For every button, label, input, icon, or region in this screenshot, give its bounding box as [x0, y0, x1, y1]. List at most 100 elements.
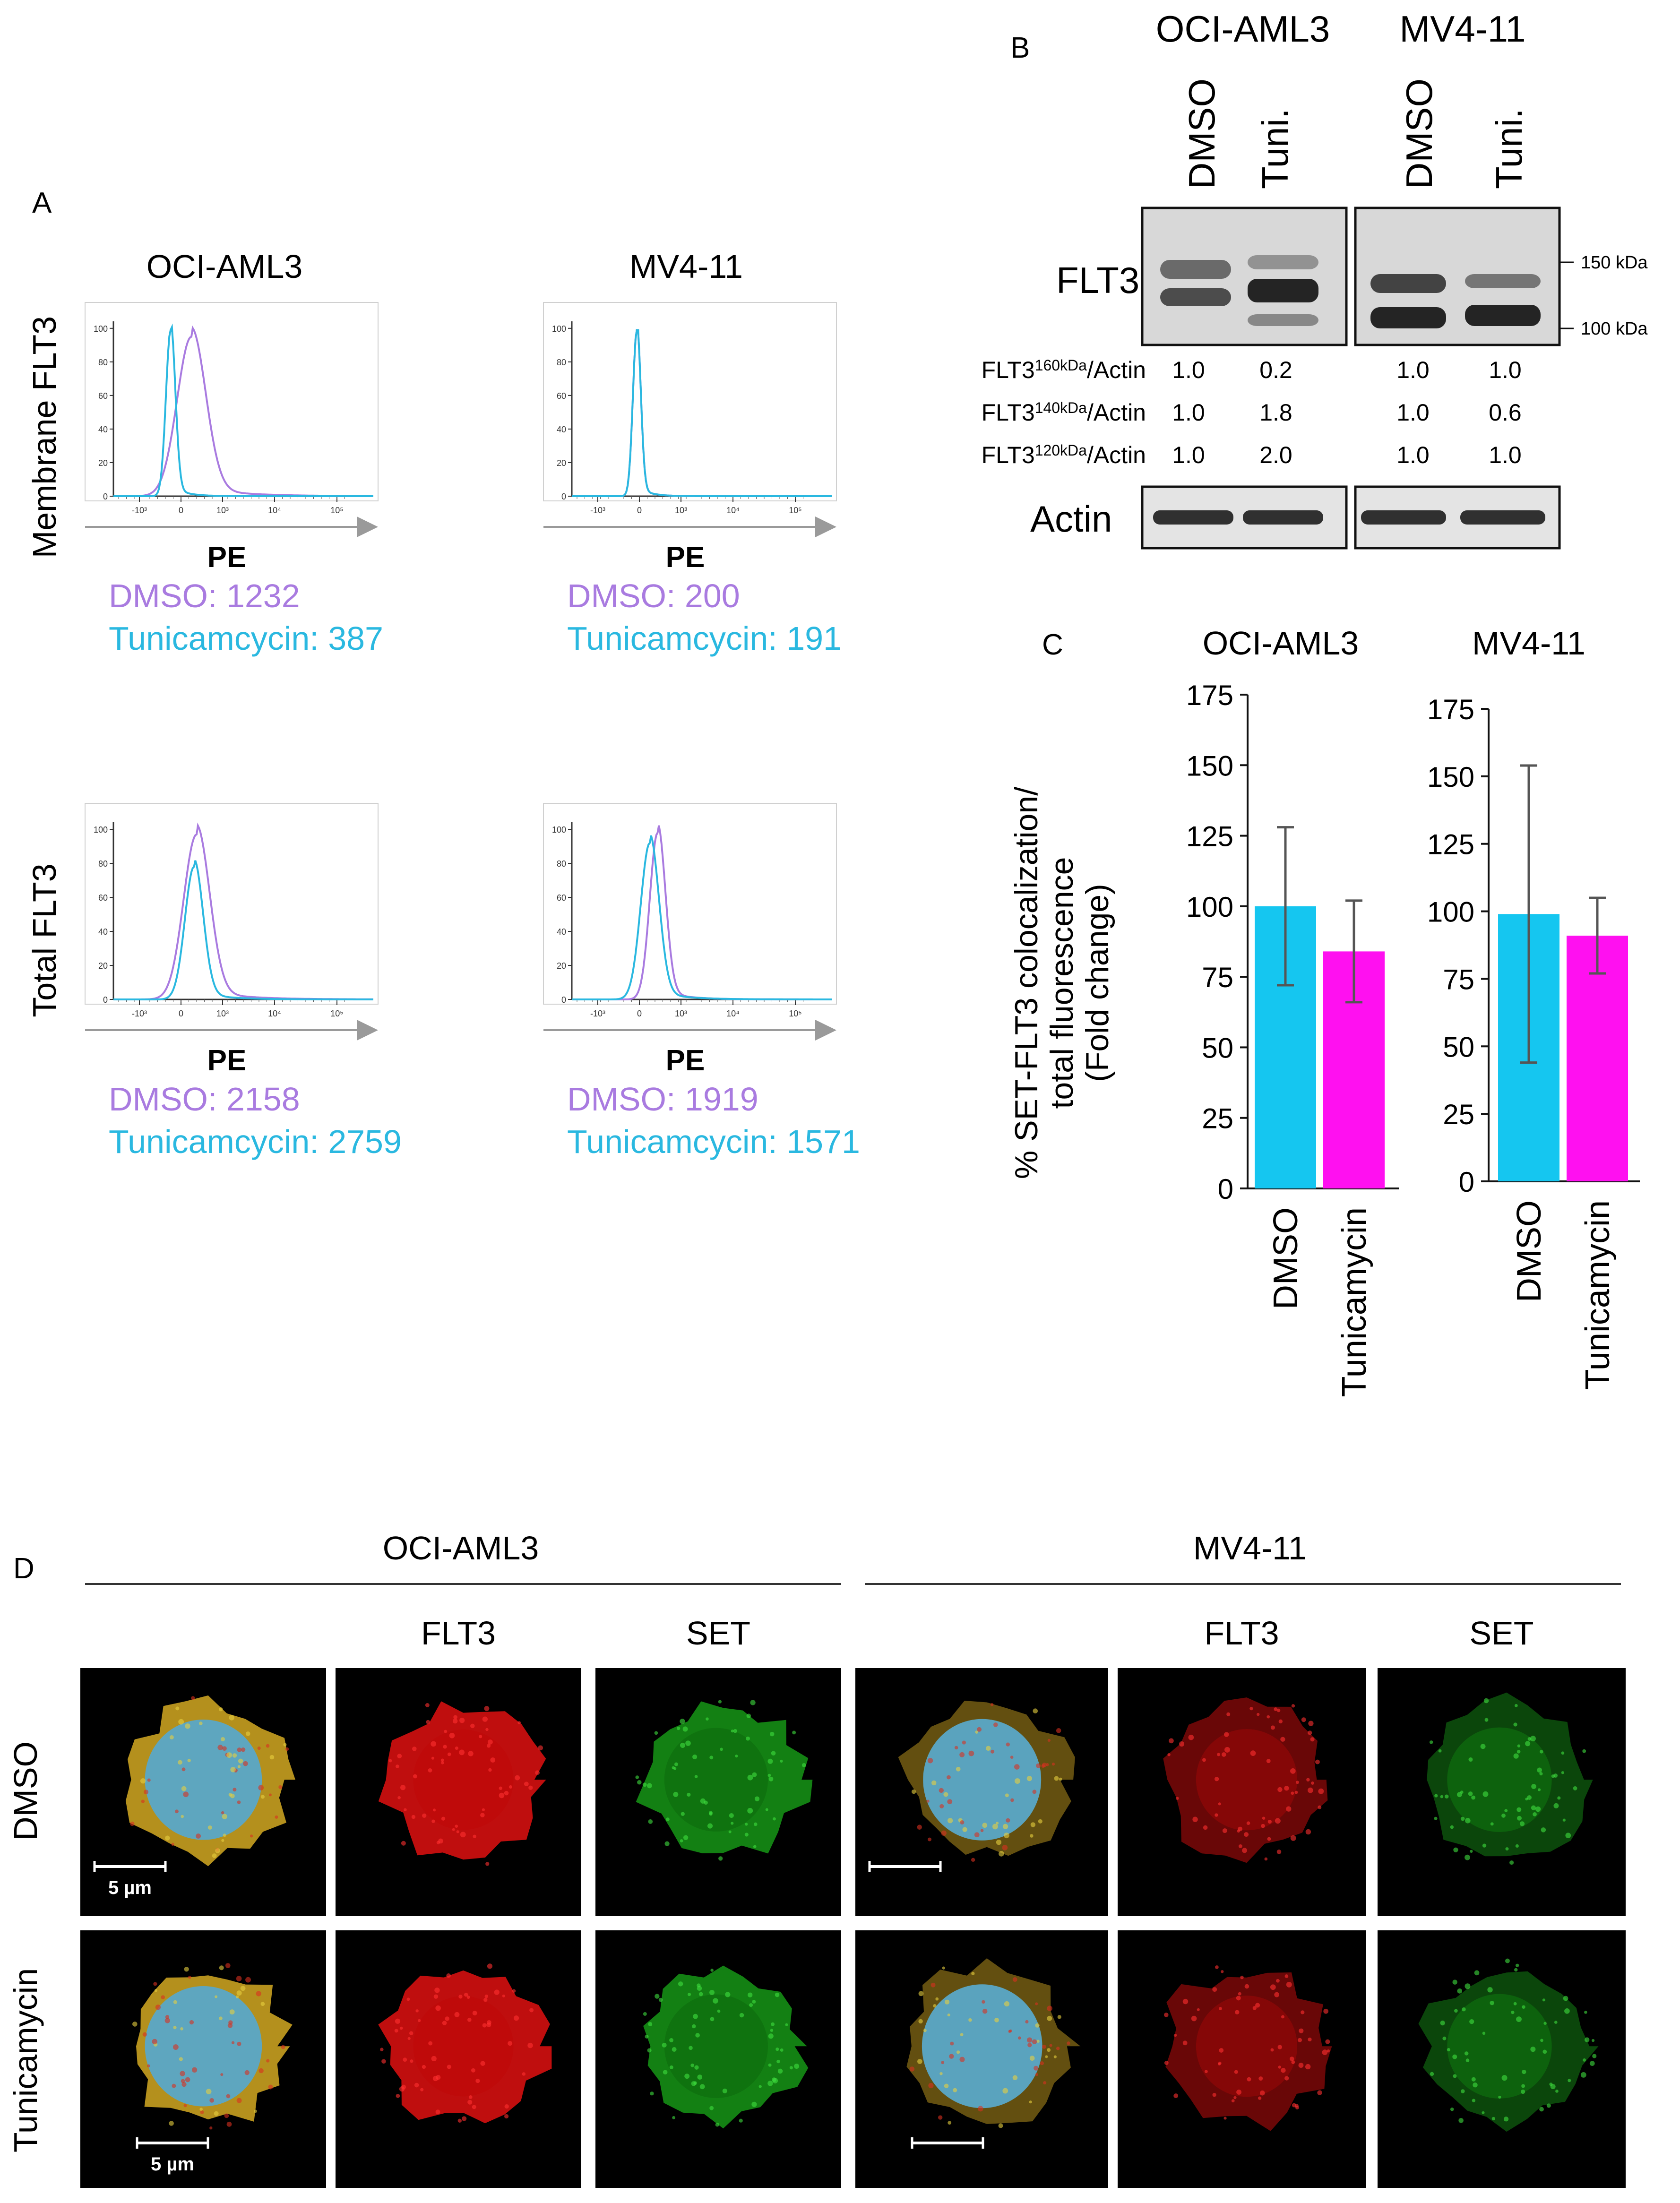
- y-tick-label: 60: [98, 893, 108, 903]
- fluorescence-speckle: [411, 1815, 416, 1819]
- fluorescence-speckle: [918, 2019, 923, 2024]
- fluorescence-speckle: [230, 1793, 235, 1799]
- dmso-histogram-line: [113, 822, 373, 1000]
- fluorescence-speckle: [1191, 2015, 1197, 2022]
- fluorescence-speckle: [483, 1997, 488, 2002]
- fluorescence-speckle: [642, 1782, 647, 1787]
- fluorescence-speckle: [152, 2039, 158, 2045]
- fluorescence-speckle: [648, 2022, 653, 2026]
- fluorescence-speckle: [1307, 1730, 1312, 1735]
- fluorescence-speckle: [1295, 2105, 1299, 2109]
- fluorescence-speckle: [237, 1765, 241, 1768]
- fluorescence-speckle: [1274, 1992, 1280, 1997]
- fluorescence-speckle: [381, 2059, 386, 2064]
- fluorescence-speckle: [183, 2104, 187, 2108]
- fluorescence-speckle: [181, 1815, 184, 1818]
- fluorescence-speckle: [1244, 1984, 1249, 1989]
- fluorescence-speckle: [169, 1735, 174, 1739]
- fluorescence-speckle: [706, 1717, 709, 1721]
- fluorescence-speckle: [917, 2059, 922, 2064]
- mfi-dmso-label: DMSO: 2158: [109, 1081, 300, 1118]
- column-title-mv4-11: MV4-11: [629, 248, 743, 285]
- fluorescence-speckle: [1032, 1790, 1037, 1794]
- fluorescence-speckle: [1182, 1998, 1189, 2005]
- fluorescence-speckle: [1468, 1791, 1473, 1796]
- scale-bar-label: 5 µm: [151, 2154, 194, 2175]
- fluorescence-speckle: [692, 1754, 698, 1759]
- fluorescence-speckle: [1514, 1968, 1518, 1972]
- cell-line-oci-aml3: OCI-AML3: [1156, 8, 1330, 50]
- fluorescence-speckle: [406, 1997, 410, 2001]
- y-tick-label: 0: [561, 995, 566, 1005]
- fluorescence-speckle: [1059, 1777, 1062, 1781]
- blot-band: [1160, 260, 1231, 279]
- panel-letter-d: D: [13, 1552, 34, 1585]
- fluorescence-speckle: [687, 1792, 691, 1797]
- fluorescence-speckle: [1537, 1767, 1542, 1773]
- micrograph-flt3: [336, 1668, 581, 1916]
- chart-title: OCI-AML3: [1203, 625, 1359, 662]
- blot-band-actin: [1361, 510, 1446, 525]
- fluorescence-speckle: [209, 2098, 214, 2103]
- fluorescence-speckle: [206, 2089, 212, 2095]
- fluorescence-speckle: [1281, 2015, 1284, 2019]
- fluorescence-speckle: [956, 2050, 960, 2054]
- fluorescence-speckle: [954, 1746, 958, 1750]
- fluorescence-speckle: [490, 1757, 496, 1763]
- mfi-tunicamycin-label: Tunicamcycin: 1571: [567, 1123, 860, 1160]
- fluorescence-speckle: [1047, 2048, 1051, 2052]
- fluorescence-speckle: [180, 2071, 185, 2076]
- fluorescence-speckle: [1525, 1798, 1528, 1801]
- fluorescence-speckle: [165, 2015, 170, 2019]
- fluorescence-speckle: [996, 1840, 1002, 1845]
- fluorescence-speckle: [1430, 2072, 1434, 2076]
- fluorescence-speckle: [1014, 1778, 1020, 1784]
- fluorescence-speckle: [458, 1995, 463, 1999]
- fluorescence-speckle: [233, 1788, 237, 1792]
- fluorescence-speckle: [1458, 2118, 1464, 2123]
- fluorescence-speckle: [187, 1758, 191, 1763]
- fluorescence-speckle: [1169, 1738, 1174, 1744]
- fluorescence-speckle: [172, 2083, 176, 2088]
- fluorescence-speckle: [1222, 1828, 1227, 1833]
- fluorescence-speckle: [455, 1746, 458, 1750]
- fluorescence-speckle: [1002, 1824, 1008, 1830]
- fluorescence-speckle: [504, 2114, 509, 2119]
- fluorescence-speckle: [1238, 1992, 1241, 1996]
- panel-b: B OCI-AML3 MV4-11 DMSO Tuni. DMSO Tuni. FLT3 150…: [982, 8, 1648, 550]
- fluorescence-speckle: [752, 1772, 757, 1777]
- y-tick-label: 0: [103, 995, 108, 1005]
- fluorescence-speckle: [982, 1823, 988, 1828]
- fluorescence-speckle: [442, 2021, 447, 2025]
- fluorescence-speckle: [1537, 1788, 1541, 1791]
- fluorescence-speckle: [948, 2121, 952, 2125]
- fluorescence-speckle: [1067, 2041, 1070, 2045]
- fluorescence-speckle: [928, 2083, 934, 2089]
- fluorescence-speckle: [775, 1992, 780, 1997]
- column-title-oci-aml3: OCI-AML3: [146, 248, 303, 285]
- fluorescence-speckle: [1531, 1805, 1536, 1810]
- fluorescence-speckle: [717, 2009, 721, 2013]
- fluorescence-speckle: [664, 1841, 670, 1846]
- fluorescence-speckle: [479, 1735, 482, 1738]
- fluorescence-speckle: [680, 1742, 686, 1748]
- fluorescence-speckle: [1056, 2047, 1060, 2050]
- fluorescence-speckle: [792, 1730, 796, 1735]
- channel-label: FLT3: [421, 1615, 496, 1652]
- fluorescence-speckle: [975, 1730, 979, 1734]
- y-tick-label: 50: [1202, 1032, 1233, 1064]
- y-tick-label: 100: [1427, 896, 1474, 928]
- y-tick-label: 20: [98, 458, 108, 468]
- fluorescence-speckle: [713, 1998, 718, 2004]
- fluorescence-speckle: [637, 1780, 642, 1785]
- fluorescence-speckle: [771, 2022, 775, 2026]
- fluorescence-speckle: [1176, 1797, 1179, 1800]
- fluorescence-speckle: [1308, 2037, 1312, 2042]
- ratio-value: 1.0: [1396, 442, 1430, 468]
- y-axis-label: % SET-FLT3 colocalization/: [1008, 787, 1044, 1179]
- fluorescence-speckle: [1215, 1813, 1218, 1817]
- flt3-signal-core: [413, 1996, 514, 2097]
- x-tick-label: -10³: [132, 506, 147, 515]
- fluorescence-speckle: [1042, 2044, 1046, 2049]
